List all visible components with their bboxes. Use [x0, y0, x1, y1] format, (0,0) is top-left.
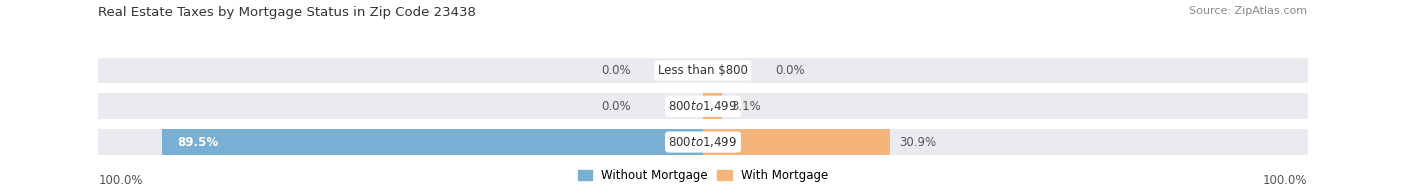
Text: $800 to $1,499: $800 to $1,499: [668, 135, 738, 149]
Text: 0.0%: 0.0%: [600, 100, 630, 113]
Text: 30.9%: 30.9%: [898, 136, 936, 149]
Text: 0.0%: 0.0%: [776, 64, 806, 77]
Bar: [98, 129, 1308, 155]
Text: 89.5%: 89.5%: [177, 136, 218, 149]
Bar: [98, 58, 1308, 83]
Text: 3.1%: 3.1%: [731, 100, 761, 113]
Legend: Without Mortgage, With Mortgage: Without Mortgage, With Mortgage: [574, 165, 832, 187]
Bar: [98, 93, 1308, 119]
Bar: [162, 129, 703, 155]
Text: $800 to $1,499: $800 to $1,499: [668, 99, 738, 113]
Text: 100.0%: 100.0%: [1263, 174, 1308, 187]
Bar: [703, 93, 721, 119]
Text: Less than $800: Less than $800: [658, 64, 748, 77]
Text: 100.0%: 100.0%: [98, 174, 143, 187]
Text: 0.0%: 0.0%: [600, 64, 630, 77]
Text: Source: ZipAtlas.com: Source: ZipAtlas.com: [1189, 6, 1308, 16]
Text: Real Estate Taxes by Mortgage Status in Zip Code 23438: Real Estate Taxes by Mortgage Status in …: [98, 6, 477, 19]
Bar: [703, 129, 890, 155]
